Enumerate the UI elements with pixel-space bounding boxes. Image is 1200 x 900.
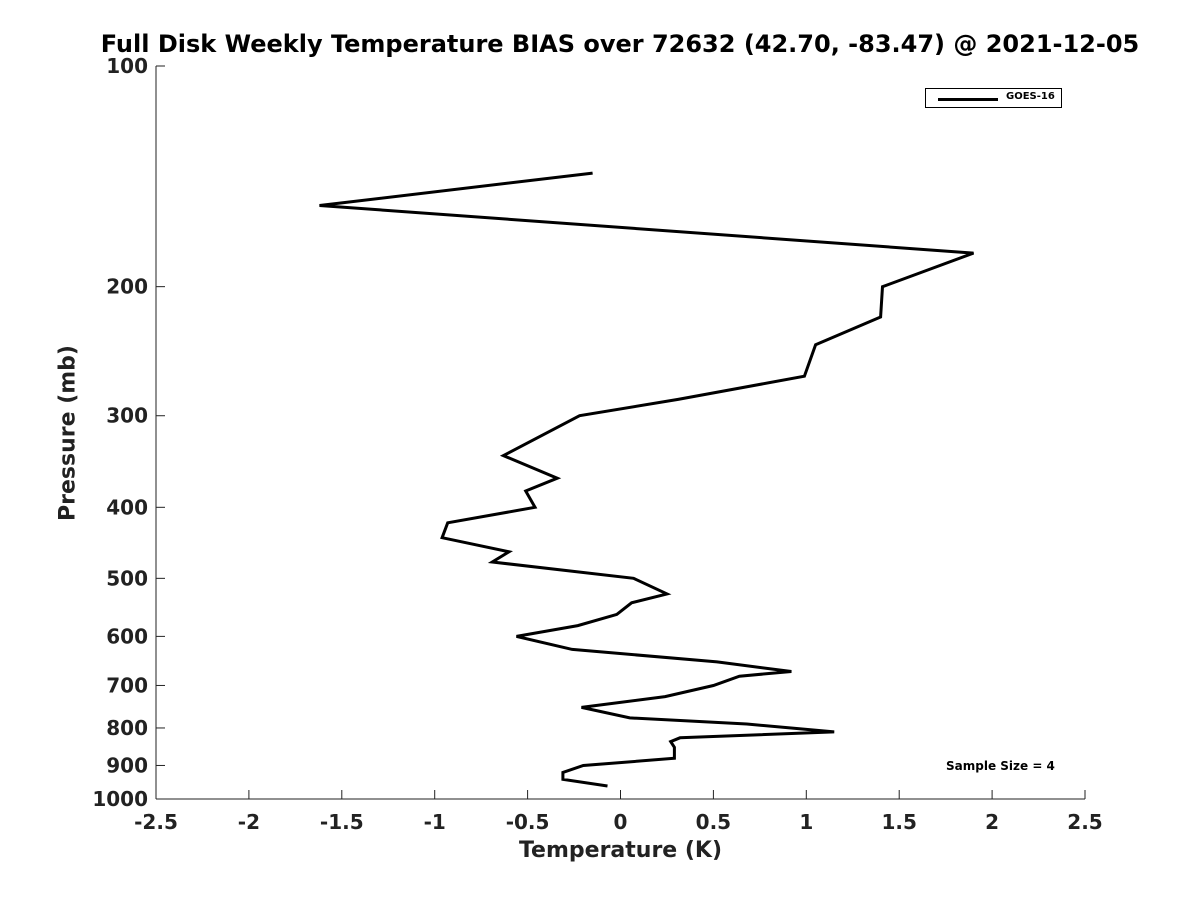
x-tick-label: 1.5	[881, 810, 916, 834]
y-tick-label: 800	[106, 716, 148, 740]
legend-label: GOES-16	[1006, 91, 1055, 102]
x-axis-label: Temperature (K)	[518, 838, 723, 863]
series-layer	[319, 171, 975, 788]
x-tick-label: 0	[614, 810, 628, 834]
y-tick-label: 900	[106, 753, 148, 777]
y-tick-label: 400	[106, 495, 148, 519]
y-axis-label: Pressure (mb)	[55, 345, 81, 521]
sample-size-annotation: Sample Size = 4	[946, 759, 1055, 773]
x-tick-label: -1	[424, 810, 446, 834]
y-tick-label: 1000	[92, 787, 148, 811]
x-tick-label: 2	[985, 810, 999, 834]
legend-line-swatch	[938, 98, 998, 101]
x-tick-label: -0.5	[506, 810, 550, 834]
x-ticks: -2.5 -2 -1.5 -1 -0.5 0 0.5 1 1.5 2 2.5	[134, 790, 1103, 834]
legend: GOES-16	[925, 88, 1062, 108]
x-tick-label: 2.5	[1067, 810, 1102, 834]
y-tick-label: 700	[106, 673, 148, 697]
x-tick-label: 0.5	[696, 810, 731, 834]
x-tick-label: -1.5	[320, 810, 364, 834]
y-tick-label: 200	[106, 275, 148, 299]
chart-title: Full Disk Weekly Temperature BIAS over 7…	[100, 30, 1140, 58]
y-ticks: 100 200 300 400 500 600 700 800 900 1000	[92, 54, 165, 811]
y-tick-label: 300	[106, 404, 148, 428]
x-tick-label: 1	[799, 810, 813, 834]
y-tick-label: 500	[106, 566, 148, 590]
x-tick-label: -2.5	[134, 810, 178, 834]
series-line-goes-16	[319, 171, 975, 788]
x-tick-label: -2	[238, 810, 260, 834]
y-tick-label: 600	[106, 624, 148, 648]
y-tick-label: 100	[106, 54, 148, 78]
axes	[155, 66, 1085, 800]
